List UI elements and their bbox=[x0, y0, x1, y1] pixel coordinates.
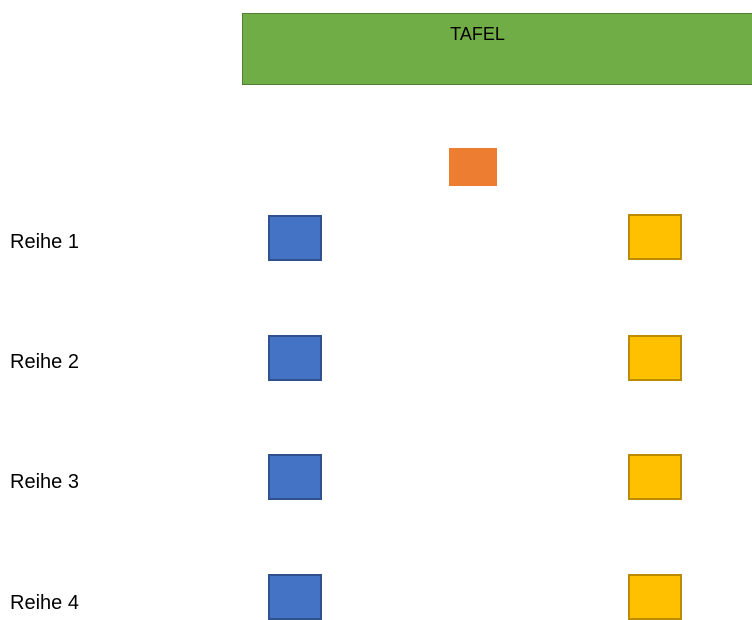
seat-left-row-3 bbox=[268, 454, 322, 500]
teacher-desk bbox=[449, 148, 497, 186]
row-label-3: Reihe 3 bbox=[10, 471, 79, 493]
row-label-1: Reihe 1 bbox=[10, 231, 79, 253]
seat-left-row-2 bbox=[268, 335, 322, 381]
board-label: TAFEL bbox=[450, 24, 505, 44]
row-label-4: Reihe 4 bbox=[10, 592, 79, 614]
row-label-2: Reihe 2 bbox=[10, 351, 79, 373]
seat-left-row-1 bbox=[268, 215, 322, 261]
seat-right-row-3 bbox=[628, 454, 682, 500]
seat-right-row-1 bbox=[628, 214, 682, 260]
seat-left-row-4 bbox=[268, 574, 322, 620]
seat-right-row-4 bbox=[628, 574, 682, 620]
seat-right-row-2 bbox=[628, 335, 682, 381]
board: TAFEL bbox=[242, 13, 752, 85]
